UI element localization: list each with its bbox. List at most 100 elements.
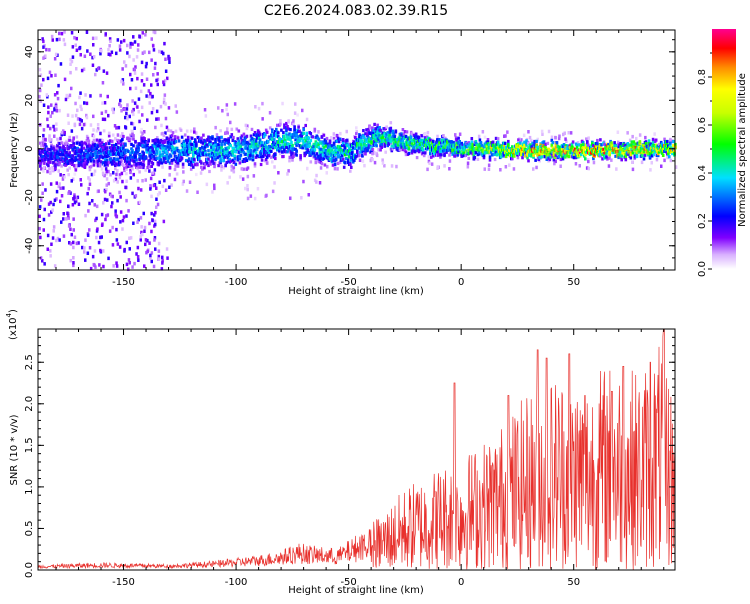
spectrogram-noise-cell <box>168 186 171 190</box>
spectrogram-noise-cell <box>374 151 377 155</box>
spectrogram-noise-cell <box>114 209 117 213</box>
spectrogram-noise-cell <box>523 134 526 138</box>
spectrogram-band-cell <box>471 137 474 140</box>
spectrogram-noise-cell <box>427 131 430 135</box>
spectrogram-band-cell <box>182 163 185 166</box>
spectrogram-noise-cell <box>90 123 93 127</box>
spectrogram-noise-cell <box>163 179 166 183</box>
spectrogram-noise-cell <box>226 181 229 185</box>
spectrogram-noise-cell <box>61 131 64 135</box>
spectrogram-noise-cell <box>84 93 87 97</box>
spectrogram-band-cell <box>513 155 516 158</box>
spectrogram-band-cell <box>669 139 672 142</box>
spectrogram-noise-cell <box>142 31 145 34</box>
spectrogram-band-cell <box>220 136 223 139</box>
spectrogram-band-cell <box>220 165 223 168</box>
spectrogram-noise-cell <box>123 108 126 112</box>
spectrogram-noise-cell <box>124 186 127 190</box>
spectrogram-noise-cell <box>488 168 491 172</box>
spectrogram-noise-cell <box>151 95 154 99</box>
spectrogram-noise-cell <box>102 249 105 253</box>
spectrogram-noise-cell <box>272 190 275 194</box>
spectrogram-noise-cell <box>131 42 134 46</box>
spectrogram-noise-cell <box>153 238 156 242</box>
spectrogram-band-cell <box>132 144 135 147</box>
spectrogram-band-cell <box>239 161 242 164</box>
spectrogram-band-cell <box>339 138 342 141</box>
spectrogram-band-cell <box>259 133 262 136</box>
spectrogram-noise-cell <box>83 101 86 105</box>
spectrogram-band-cell <box>350 166 353 169</box>
spectrogram-noise-cell <box>74 124 77 128</box>
spectrogram-noise-cell <box>119 99 122 103</box>
spectrogram-noise-cell <box>102 81 105 85</box>
spectrogram-noise-cell <box>336 167 339 171</box>
spectrogram-noise-cell <box>73 36 76 40</box>
spectrogram-noise-cell <box>128 55 131 59</box>
spectrogram-noise-cell <box>119 220 122 224</box>
spectrogram-band-cell <box>371 148 374 151</box>
spectrogram-noise-cell <box>111 108 114 112</box>
spectrogram-band-cell <box>193 131 196 134</box>
spectrogram-band-cell <box>68 167 71 170</box>
spectrogram-noise-cell <box>644 136 647 140</box>
spectrogram-noise-cell <box>216 133 219 137</box>
spectrogram-noise-cell <box>68 190 71 194</box>
spectrogram-band-cell <box>347 144 350 147</box>
spectrogram-noise-cell <box>74 102 77 106</box>
spectrogram-noise-cell <box>564 132 567 136</box>
spectrogram-band-cell <box>177 165 180 168</box>
spectrogram-band-cell <box>587 160 590 163</box>
spectrogram-noise-cell <box>71 31 74 35</box>
spectrogram-band-cell <box>200 162 203 165</box>
spectrogram-noise-cell <box>95 217 98 221</box>
spectrogram-band-cell <box>175 140 178 143</box>
spectrogram-noise-cell <box>59 137 62 141</box>
spectrogram-noise-cell <box>234 102 237 106</box>
spectrogram-noise-cell <box>43 128 46 132</box>
spectrogram-noise-cell <box>87 234 90 238</box>
spectrogram-noise-cell <box>122 219 125 223</box>
spectrogram-noise-cell <box>221 109 224 113</box>
spectrogram-noise-cell <box>76 49 79 53</box>
spectrogram-noise-cell <box>84 238 87 242</box>
spectrogram-noise-cell <box>141 132 144 136</box>
spectrogram-noise-cell <box>467 162 470 166</box>
spectrogram-noise-cell <box>45 48 48 52</box>
spectrogram-noise-cell <box>129 261 132 265</box>
spectrogram-noise-cell <box>157 117 160 121</box>
spectrogram-noise-cell <box>96 205 99 209</box>
spectrogram-noise-cell <box>102 201 105 205</box>
spectrogram-noise-cell <box>154 247 157 251</box>
spectrogram-band-cell <box>243 133 246 136</box>
spectrogram-noise-cell <box>137 43 140 47</box>
spectrogram-noise-cell <box>200 171 203 175</box>
spectrogram-noise-cell <box>43 228 46 232</box>
spectrogram-noise-cell <box>109 229 112 233</box>
spectrogram-noise-cell <box>72 256 75 260</box>
spectrogram-band-cell <box>355 132 358 135</box>
spectrogram-noise-cell <box>141 79 144 83</box>
spectrogram-band-cell <box>106 146 109 149</box>
spectrogram-noise-cell <box>49 71 52 75</box>
spectrogram-noise-cell <box>47 77 50 81</box>
spectrogram-noise-cell <box>72 241 75 245</box>
spectrogram-band-cell <box>274 153 277 156</box>
spectrogram-noise-cell <box>50 243 53 247</box>
spectrogram-band-cell <box>429 152 432 155</box>
spectrogram-noise-cell <box>71 129 74 133</box>
spectrogram-noise-cell <box>346 130 349 134</box>
spectrogram-band-cell <box>140 128 143 131</box>
spectrogram-noise-cell <box>113 179 116 183</box>
spectrogram-noise-cell <box>46 93 49 97</box>
spectrogram-noise-cell <box>72 203 75 207</box>
spectrogram-band-cell <box>137 146 140 149</box>
spectrogram-band-cell <box>246 127 249 130</box>
spectrogram-noise-cell <box>56 190 59 194</box>
spectrogram-noise-cell <box>588 167 591 171</box>
spectrogram-band-cell <box>96 129 99 132</box>
spectrogram-noise-cell <box>63 234 65 238</box>
spectrogram-noise-cell <box>152 73 155 77</box>
spectrogram-band-cell <box>639 140 642 143</box>
spectrogram-band-cell <box>373 123 376 126</box>
